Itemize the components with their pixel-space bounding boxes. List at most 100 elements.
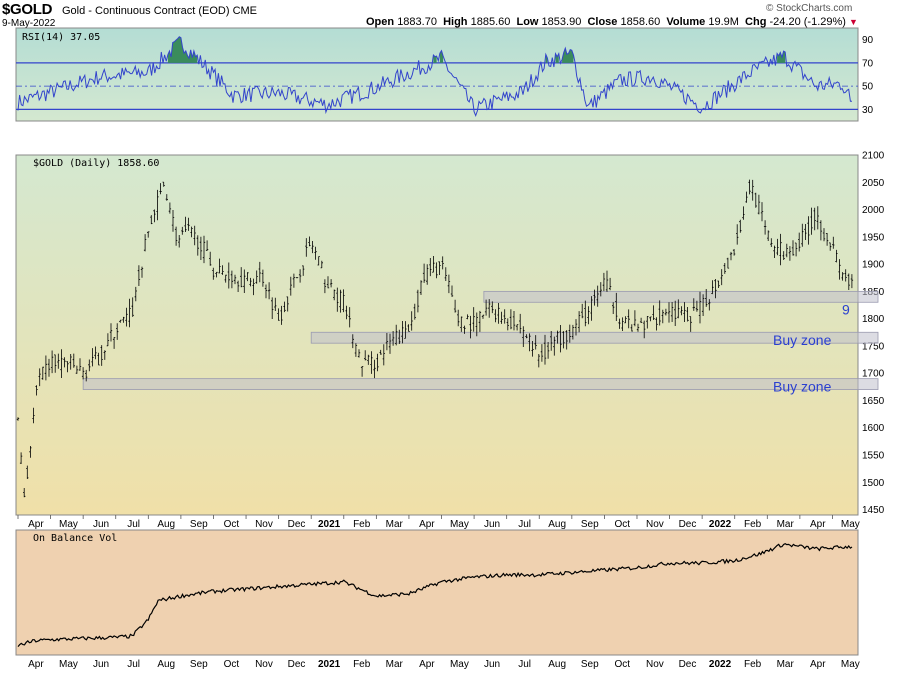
ohlc-bar (240, 267, 243, 288)
ohlc-bar (54, 354, 57, 373)
ohlc-bar (94, 346, 97, 360)
ohlc-bar (23, 488, 26, 498)
ohlc-bar (481, 314, 485, 319)
zone-count-label: 9 (842, 301, 850, 317)
price-y-tick: 1950 (862, 232, 885, 243)
ohlc-bar (103, 350, 106, 360)
obv-x-tick: 2021 (318, 659, 341, 670)
ohlc-bar (633, 310, 637, 327)
ohlc-bar (546, 342, 550, 359)
ohlc-bar (838, 259, 841, 280)
ohlc-bar (444, 267, 447, 281)
ohlc-bar (385, 333, 389, 351)
ohlc-bar (751, 179, 754, 201)
ohlc-bar (342, 289, 345, 313)
ohlc-bar (543, 334, 547, 365)
price-x-tick: Apr (810, 519, 826, 530)
obv-x-tick: Sep (581, 659, 599, 670)
ohlc-bar (66, 361, 69, 373)
ohlc-bar (819, 220, 823, 241)
ohlc-bar (441, 256, 444, 270)
ohlc-bar (57, 353, 60, 369)
ohlc-bar (106, 333, 110, 347)
price-panel: 1450150015501600165017001750180018501900… (16, 151, 885, 670)
price-x-tick: 2022 (709, 519, 732, 530)
ohlc-bar (348, 307, 351, 328)
ohlc-bar (388, 333, 392, 354)
ohlc-bar (326, 276, 330, 289)
ohlc-bar (801, 223, 804, 247)
ohlc-bar (652, 305, 655, 320)
ohlc-bar (29, 446, 32, 458)
ohlc-bar (739, 219, 742, 233)
ohlc-bar (550, 331, 553, 351)
price-x-tick: Aug (548, 519, 566, 530)
ohlc-bar (788, 246, 792, 261)
ohlc-bar (463, 325, 466, 334)
ohlc-bar (224, 274, 227, 283)
volume-value: 19.9M (708, 16, 739, 28)
ohlc-bar (782, 251, 785, 260)
ohlc-bar (125, 307, 128, 327)
ohlc-bar (311, 241, 314, 254)
ohlc-bar (19, 452, 23, 464)
symbol-title: $GOLD (2, 1, 53, 18)
ohlc-bar (723, 263, 726, 274)
ohlc-bar (763, 220, 767, 235)
ohlc-bar (767, 230, 770, 241)
stockcharts-brand: © StockCharts.com (766, 3, 853, 14)
buy-zone-label: Buy zone (773, 379, 832, 395)
ohlc-bar (593, 289, 596, 306)
ohlc-bar (742, 206, 745, 220)
price-y-tick: 1900 (862, 260, 885, 271)
price-x-tick: May (841, 519, 860, 530)
ohlc-bar (75, 365, 79, 374)
obv-x-tick: Apr (810, 659, 826, 670)
ohlc-bar (401, 321, 404, 344)
ohlc-bar (664, 308, 668, 316)
rsi-y-tick: 50 (862, 82, 874, 93)
price-x-tick: May (59, 519, 78, 530)
price-y-tick: 1700 (862, 369, 885, 380)
ohlc-bar (44, 355, 48, 381)
ohlc-bar (147, 231, 150, 238)
low-label: Low (516, 16, 539, 28)
ohlc-bar (850, 274, 854, 289)
ohlc-bar (41, 366, 44, 380)
ohlc-bar (190, 226, 193, 238)
ohlc-bar (199, 236, 203, 260)
ohlc-bar (143, 234, 147, 252)
rsi-overbought-fill (545, 54, 548, 63)
price-x-tick: Feb (744, 519, 762, 530)
ohlc-bar (255, 270, 258, 284)
ohlc-bar (574, 319, 578, 336)
ohlc-bar (60, 349, 63, 378)
ohlc-bar (469, 315, 472, 339)
ohlc-bar (168, 202, 172, 214)
ohlc-bar (426, 264, 429, 285)
open-value: 1883.70 (397, 16, 437, 28)
price-y-tick: 1550 (862, 451, 885, 462)
volume-label: Volume (666, 16, 706, 28)
ohlc-bar (822, 228, 826, 242)
ohlc-bar (717, 280, 720, 288)
rsi-y-tick: 30 (862, 105, 874, 116)
ohlc-bar (683, 302, 686, 322)
obv-x-tick: Oct (224, 659, 240, 670)
ohlc-bar (711, 280, 714, 295)
ohlc-bar (286, 296, 289, 312)
ohlc-bar (705, 289, 708, 307)
price-x-tick: Oct (224, 519, 240, 530)
ohlc-bar (382, 344, 385, 366)
close-label: Close (587, 16, 618, 28)
ohlc-bar (677, 299, 680, 319)
ohlc-bar (345, 305, 348, 320)
ohlc-bar (528, 333, 531, 352)
ohlc-bar (506, 318, 509, 331)
ohlc-bar (515, 324, 519, 331)
obv-x-tick: Apr (28, 659, 44, 670)
ohlc-bar (720, 269, 723, 286)
ohlc-bar (329, 279, 333, 288)
ohlc-bar (658, 300, 661, 326)
ohlc-bar (187, 217, 190, 231)
